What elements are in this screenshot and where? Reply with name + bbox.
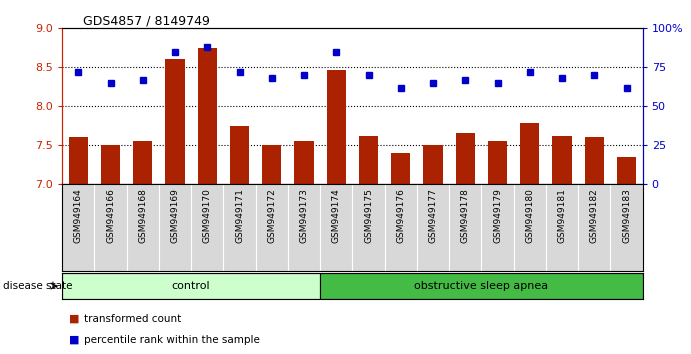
Bar — [62, 273, 320, 299]
Bar — [230, 126, 249, 184]
Bar — [520, 123, 540, 184]
Text: control: control — [172, 281, 211, 291]
Text: ■: ■ — [69, 314, 79, 324]
Text: GSM949169: GSM949169 — [171, 188, 180, 243]
Bar — [552, 136, 571, 184]
Bar — [359, 136, 378, 184]
Bar — [391, 153, 410, 184]
Text: GDS4857 / 8149749: GDS4857 / 8149749 — [83, 14, 210, 27]
Bar — [327, 70, 346, 184]
Bar — [165, 59, 184, 184]
Bar — [262, 145, 281, 184]
Text: GSM949168: GSM949168 — [138, 188, 147, 243]
Text: GSM949179: GSM949179 — [493, 188, 502, 243]
Bar — [294, 141, 314, 184]
Bar — [424, 145, 443, 184]
Bar — [320, 273, 643, 299]
Text: GSM949183: GSM949183 — [622, 188, 631, 243]
Text: GSM949182: GSM949182 — [589, 188, 599, 243]
Bar — [488, 141, 507, 184]
Text: percentile rank within the sample: percentile rank within the sample — [84, 335, 261, 345]
Text: ■: ■ — [69, 335, 79, 345]
Text: obstructive sleep apnea: obstructive sleep apnea — [415, 281, 549, 291]
Text: GSM949176: GSM949176 — [396, 188, 406, 243]
Text: GSM949181: GSM949181 — [558, 188, 567, 243]
Text: GSM949175: GSM949175 — [364, 188, 373, 243]
Text: GSM949170: GSM949170 — [202, 188, 212, 243]
Text: GSM949178: GSM949178 — [461, 188, 470, 243]
Bar — [585, 137, 604, 184]
Text: GSM949177: GSM949177 — [428, 188, 437, 243]
Text: disease state: disease state — [3, 281, 73, 291]
Text: GSM949172: GSM949172 — [267, 188, 276, 243]
Text: GSM949180: GSM949180 — [525, 188, 534, 243]
Text: transformed count: transformed count — [84, 314, 182, 324]
Bar — [455, 133, 475, 184]
Text: GSM949171: GSM949171 — [235, 188, 244, 243]
Text: GSM949173: GSM949173 — [299, 188, 309, 243]
Bar — [133, 141, 153, 184]
Bar — [198, 48, 217, 184]
Bar — [68, 137, 88, 184]
Text: GSM949174: GSM949174 — [332, 188, 341, 243]
Text: GSM949164: GSM949164 — [74, 188, 83, 243]
Text: GSM949166: GSM949166 — [106, 188, 115, 243]
Bar — [617, 157, 636, 184]
Bar — [101, 145, 120, 184]
